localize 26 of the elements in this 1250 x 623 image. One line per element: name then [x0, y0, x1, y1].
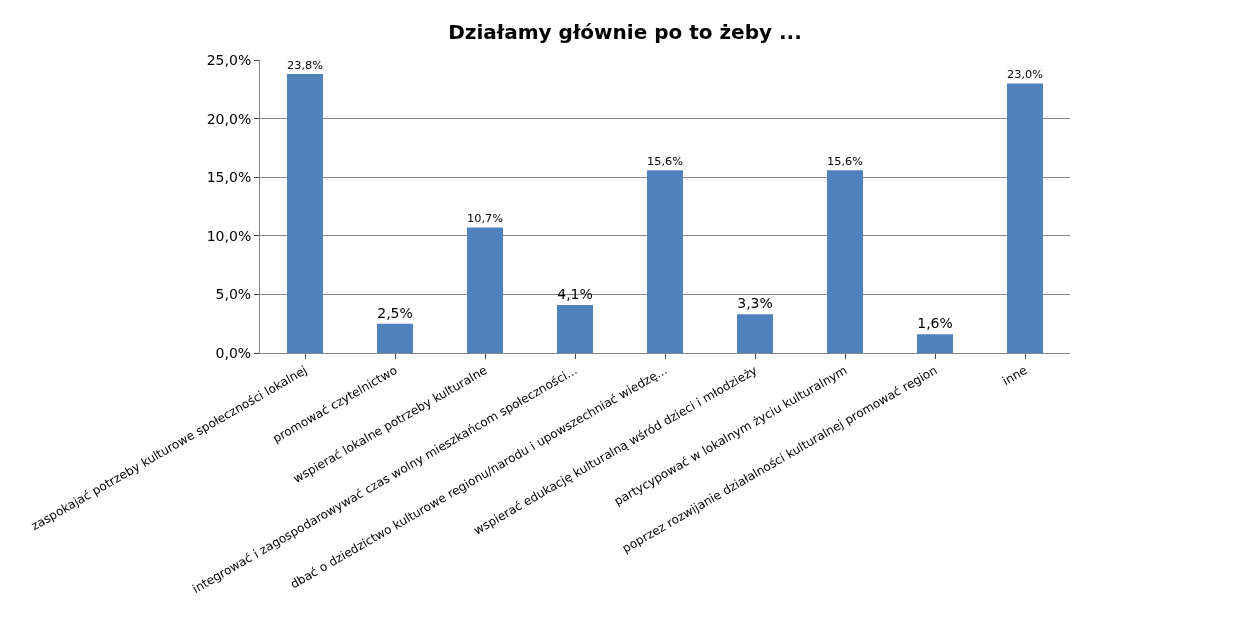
y-tick-label: 25,0% [206, 51, 252, 68]
bar [557, 304, 593, 353]
data-label: 23,8% [287, 57, 324, 72]
bar [647, 170, 683, 353]
data-label: 23,0% [1007, 67, 1044, 82]
data-label: 15,6% [827, 153, 864, 168]
bar [917, 334, 953, 353]
y-tick-label: 0,0% [215, 344, 252, 361]
data-label: 3,3% [737, 295, 773, 312]
bar [1007, 83, 1043, 353]
bar [467, 227, 503, 353]
bar [737, 314, 773, 353]
chart-title: Działamy głównie po to żeby ... [448, 19, 802, 44]
data-label: 2,5% [377, 304, 413, 321]
x-tick-label: inne [1000, 363, 1030, 389]
bar [377, 323, 413, 353]
data-label: 10,7% [467, 211, 504, 226]
bar [827, 170, 863, 353]
y-tick-label: 15,0% [206, 169, 252, 186]
y-tick-label: 10,0% [206, 227, 252, 244]
y-tick-label: 20,0% [206, 110, 252, 127]
y-tick-label: 5,0% [215, 286, 252, 303]
data-label: 4,1% [557, 285, 593, 302]
bar [287, 74, 323, 353]
data-label: 15,6% [647, 153, 684, 168]
data-label: 1,6% [917, 315, 953, 332]
